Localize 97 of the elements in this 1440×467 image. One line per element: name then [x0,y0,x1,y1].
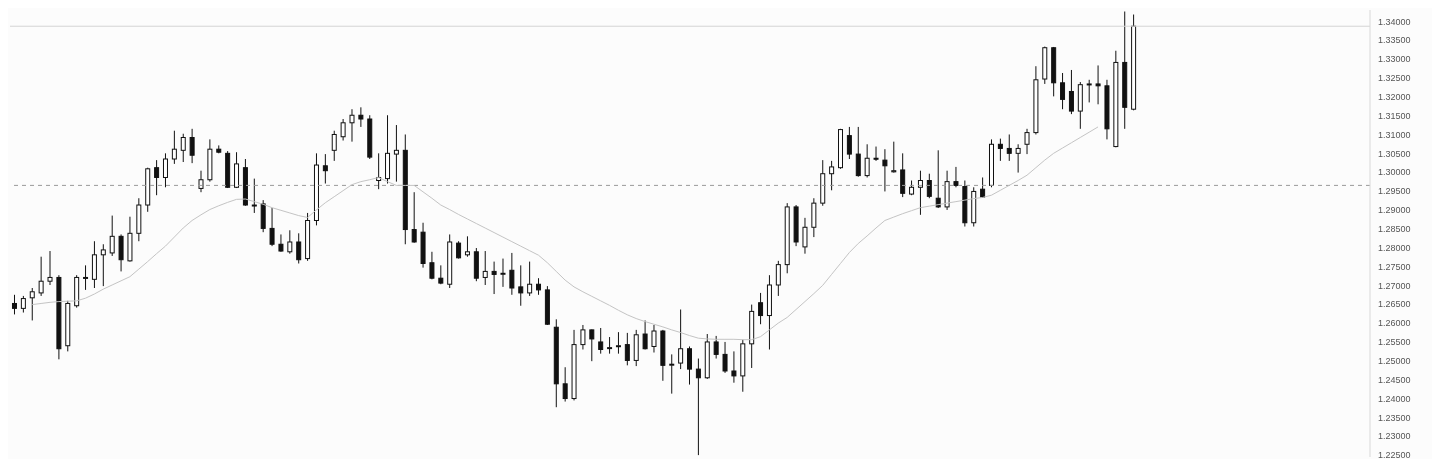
candlestick [1006,133,1012,162]
y-tick-label: 1.27500 [1378,261,1411,272]
candlestick [340,118,346,142]
candlestick [775,260,781,297]
candlestick [189,128,195,164]
candlestick [47,250,53,286]
y-tick-label: 1.34000 [1378,16,1411,27]
candlestick [358,106,364,128]
candlestick [900,152,906,198]
y-tick-label: 1.32500 [1378,73,1411,84]
candlestick [598,327,604,355]
candlestick [278,233,284,253]
y-tick-label: 1.26000 [1378,318,1411,329]
candlestick [713,335,719,360]
y-tick-label: 1.29500 [1378,186,1411,197]
candlestick [615,331,621,355]
candlestick [935,149,941,209]
y-tick-label: 1.25000 [1378,356,1411,367]
candlestick [1015,143,1021,174]
candlestick [651,324,657,354]
candlestick [500,258,506,288]
candlestick [953,166,959,188]
candlestick [411,191,417,244]
candlestick [695,358,701,456]
y-tick-label: 1.28000 [1378,242,1411,253]
candlestick [1060,72,1066,110]
candlestick [518,264,524,307]
candlestick [429,251,435,280]
candlestick [722,341,728,374]
candlestick [758,292,764,325]
y-tick-label: 1.27000 [1378,280,1411,291]
candlestick [11,294,17,315]
candlestick [100,243,106,287]
candlestick [997,138,1003,162]
candlestick [29,287,35,321]
candlestick [109,215,115,257]
y-tick-label: 1.24500 [1378,374,1411,385]
candlestick [38,256,44,297]
y-tick-label: 1.33000 [1378,54,1411,65]
candlestick [731,350,737,384]
candlestick [287,229,293,255]
candlestick [926,173,932,199]
candlestick [687,345,693,386]
candlestick [873,146,879,162]
candlestick [891,141,897,174]
candlestick [802,217,808,255]
candlestick [882,148,888,192]
candlestick [917,170,923,216]
candlestick [171,130,177,165]
candlestick [642,319,648,350]
y-tick-label: 1.23000 [1378,431,1411,442]
candlestick [1095,64,1101,105]
candlestick [491,261,497,295]
y-tick-label: 1.29000 [1378,205,1411,216]
candlestick [624,332,630,366]
candlestick [589,329,595,362]
candlestick [482,250,488,286]
candlestick [1068,69,1074,115]
candlestick [180,133,186,163]
candlestick [678,309,684,370]
candlestick [864,143,870,178]
candlestick [296,232,302,264]
candlestick [154,159,160,196]
candlestick [509,252,515,296]
candlestick [118,233,124,272]
candlestick [393,124,399,183]
y-tick-label: 1.24000 [1378,393,1411,404]
candlestick [562,366,568,403]
y-tick-label: 1.33500 [1378,35,1411,46]
candlestick [269,207,275,247]
candlestick [846,126,852,160]
y-tick-label: 1.30000 [1378,167,1411,178]
candlestick [322,153,328,185]
y-tick-label: 1.31000 [1378,129,1411,140]
candlestick [198,170,204,193]
candlestick [162,152,168,188]
y-tick-label: 1.25500 [1378,337,1411,348]
candlestick [527,261,533,297]
candlestick [251,178,257,214]
candlestick [464,235,470,258]
y-tick-label: 1.26500 [1378,299,1411,310]
candlestick [83,264,89,291]
y-tick-label: 1.32000 [1378,91,1411,102]
candlestick [855,126,861,178]
y-tick-label: 1.31500 [1378,110,1411,121]
candlestick [1086,79,1092,103]
candlestick [331,130,337,162]
candlestick [349,108,355,143]
y-tick-label: 1.30500 [1378,148,1411,159]
candlestick [580,324,586,350]
candlestick [669,353,675,395]
y-tick-label: 1.22500 [1378,450,1411,461]
candlestick [234,151,240,189]
candlestick [829,160,835,191]
candlestick [1024,128,1030,155]
y-tick-label: 1.23500 [1378,412,1411,423]
y-tick-label: 1.28500 [1378,223,1411,234]
